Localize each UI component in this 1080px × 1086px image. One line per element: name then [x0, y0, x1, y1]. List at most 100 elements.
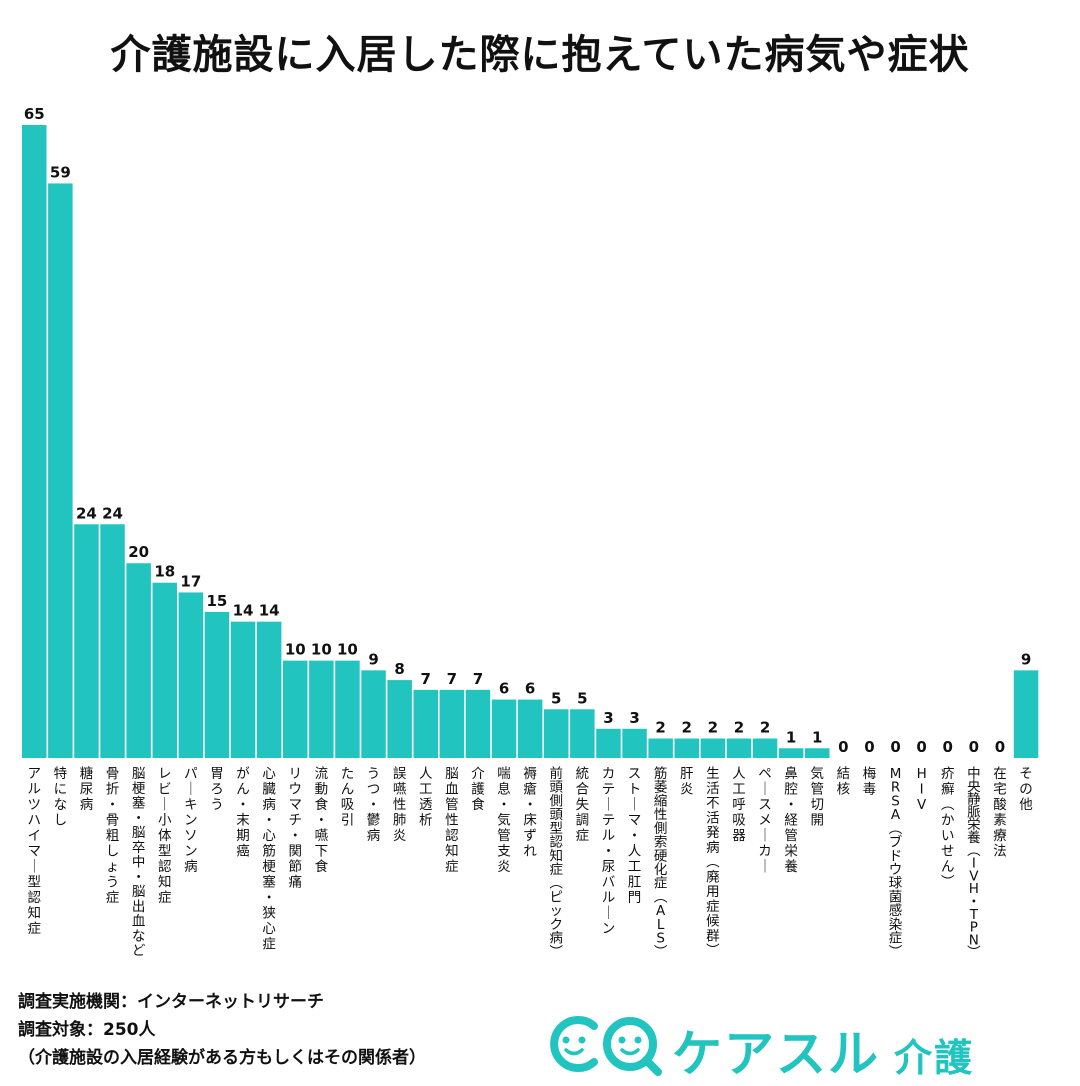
- bar: [335, 660, 360, 758]
- category-label: 介護食: [471, 766, 485, 813]
- category-label: ペ｜スメ｜カ｜: [758, 766, 772, 875]
- bar-value-label: 0: [916, 738, 926, 756]
- category-label: 特になし: [54, 766, 68, 829]
- bar: [361, 670, 386, 758]
- bar-value-label: 0: [969, 738, 979, 756]
- survey-subjects: 調査対象：250人: [18, 1020, 156, 1040]
- category-label: 褥瘡・床ずれ: [523, 766, 537, 860]
- category-label: 中央静脈栄養︵ I V H ・ T P N ︶: [967, 766, 981, 961]
- bar-value-label: 0: [890, 738, 900, 756]
- bar: [283, 660, 308, 758]
- bar-value-label: 1: [786, 728, 796, 746]
- category-label: たん吸引: [341, 766, 355, 829]
- bar: [22, 125, 47, 758]
- category-label: 疥癬︵かいせん︶: [941, 766, 955, 891]
- bar: [48, 183, 73, 758]
- bar-value-label: 7: [447, 670, 457, 688]
- bar: [648, 738, 673, 758]
- bar-value-label: 6: [499, 680, 509, 698]
- category-label: レビ｜小体型認知症: [158, 766, 172, 906]
- bar-group: [22, 125, 1039, 758]
- category-label: カテ｜テル・尿バル｜ン: [602, 766, 616, 937]
- bar: [517, 699, 543, 758]
- category-label: 胃ろう: [210, 766, 224, 813]
- category-label: 在宅酸素療法: [993, 766, 1007, 860]
- category-label: リウマチ・関節痛: [289, 766, 303, 891]
- bar-value-label: 65: [24, 105, 45, 123]
- smile-faces-logo-icon: [550, 1016, 662, 1076]
- category-label: アルツハイマ｜型認知症: [28, 766, 42, 937]
- bar: [778, 748, 804, 758]
- category-label: 鼻腔・経管栄養: [784, 765, 798, 875]
- bar-value-label: 3: [603, 709, 613, 727]
- bar-value-label: 2: [708, 719, 718, 737]
- bar: [570, 709, 595, 758]
- bar: [544, 709, 569, 758]
- bar-value-label: 0: [943, 738, 953, 756]
- bar-value-label: 7: [473, 670, 483, 688]
- bar-value-label: 2: [734, 719, 744, 737]
- category-label: パ｜キンソン病: [184, 766, 198, 875]
- bar: [387, 680, 412, 758]
- bar-value-label: 5: [551, 689, 561, 707]
- bar-value-label: 2: [655, 719, 665, 737]
- bar: [152, 582, 177, 758]
- category-label: 喘息・気管支炎: [497, 765, 511, 875]
- bar-value-label: 3: [629, 709, 639, 727]
- bar: [74, 524, 99, 758]
- category-label: 糖尿病: [80, 766, 94, 813]
- category-label: 前頭側頭型認知症︵ピック病︶: [550, 765, 564, 960]
- category-label: 骨折・骨粗しょう症: [106, 766, 120, 906]
- bar: [596, 728, 621, 758]
- bar-value-label: 0: [995, 738, 1005, 756]
- bar-value-label: 24: [76, 504, 97, 522]
- bar-value-label: 15: [207, 592, 228, 610]
- bar-value-label: 18: [154, 563, 175, 581]
- category-label: うつ・鬱病: [367, 766, 381, 844]
- bar: [700, 738, 726, 758]
- bar: [491, 699, 517, 758]
- brand-logo: ケアスル 介護: [542, 1008, 1062, 1083]
- bar-value-label: 0: [864, 738, 874, 756]
- bar: [309, 660, 334, 758]
- bar-value-label: 5: [577, 689, 587, 707]
- bar-value-label: 2: [760, 719, 770, 737]
- category-label: 誤嚥性肺炎: [393, 766, 407, 844]
- bar: [465, 689, 491, 758]
- bar: [413, 689, 438, 758]
- category-label: 結核: [837, 766, 851, 798]
- bar: [1013, 670, 1039, 758]
- bar: [439, 689, 465, 758]
- brand-name-sub: 介護: [894, 1036, 975, 1080]
- category-label: 脳血管性認知症: [445, 766, 459, 875]
- bar-value-label: 7: [421, 670, 431, 688]
- survey-subjects-note: （介護施設の入居経験がある方もしくはその関係者）: [18, 1048, 426, 1068]
- bar-value-label: 6: [525, 680, 535, 698]
- bar: [230, 621, 256, 758]
- bar: [100, 524, 125, 758]
- brand-name: ケアスル 介護: [672, 1014, 974, 1086]
- category-label: スト｜マ・人工肛門: [628, 766, 642, 906]
- bar-value-label: 9: [1021, 650, 1031, 668]
- category-label: M R S A ︵ブドウ球菌感染症︶: [889, 766, 903, 960]
- category-label: 生活不活発病︵廃用症候群︶: [706, 766, 720, 959]
- bar: [178, 592, 204, 758]
- brand-name-main: ケアスル: [672, 1025, 880, 1083]
- category-label: 心臓病・心筋梗塞・狭心症: [262, 766, 276, 953]
- bar: [674, 738, 699, 758]
- bar-value-label: 17: [180, 572, 201, 590]
- survey-organization: 調査実施機関：インターネットリサーチ: [18, 992, 324, 1012]
- bar-value-label: 0: [838, 738, 848, 756]
- bar: [726, 738, 752, 758]
- bar-value-label: 14: [233, 602, 254, 620]
- bar-value-label: 10: [285, 641, 306, 659]
- bar: [256, 621, 282, 758]
- bar-value-label: 14: [259, 602, 280, 620]
- category-label: がん・末期癌: [236, 766, 250, 860]
- bar-value-label: 10: [337, 641, 358, 659]
- bar: [622, 728, 647, 758]
- category-label: 梅毒: [863, 766, 877, 798]
- bar-value-label: 24: [102, 504, 123, 522]
